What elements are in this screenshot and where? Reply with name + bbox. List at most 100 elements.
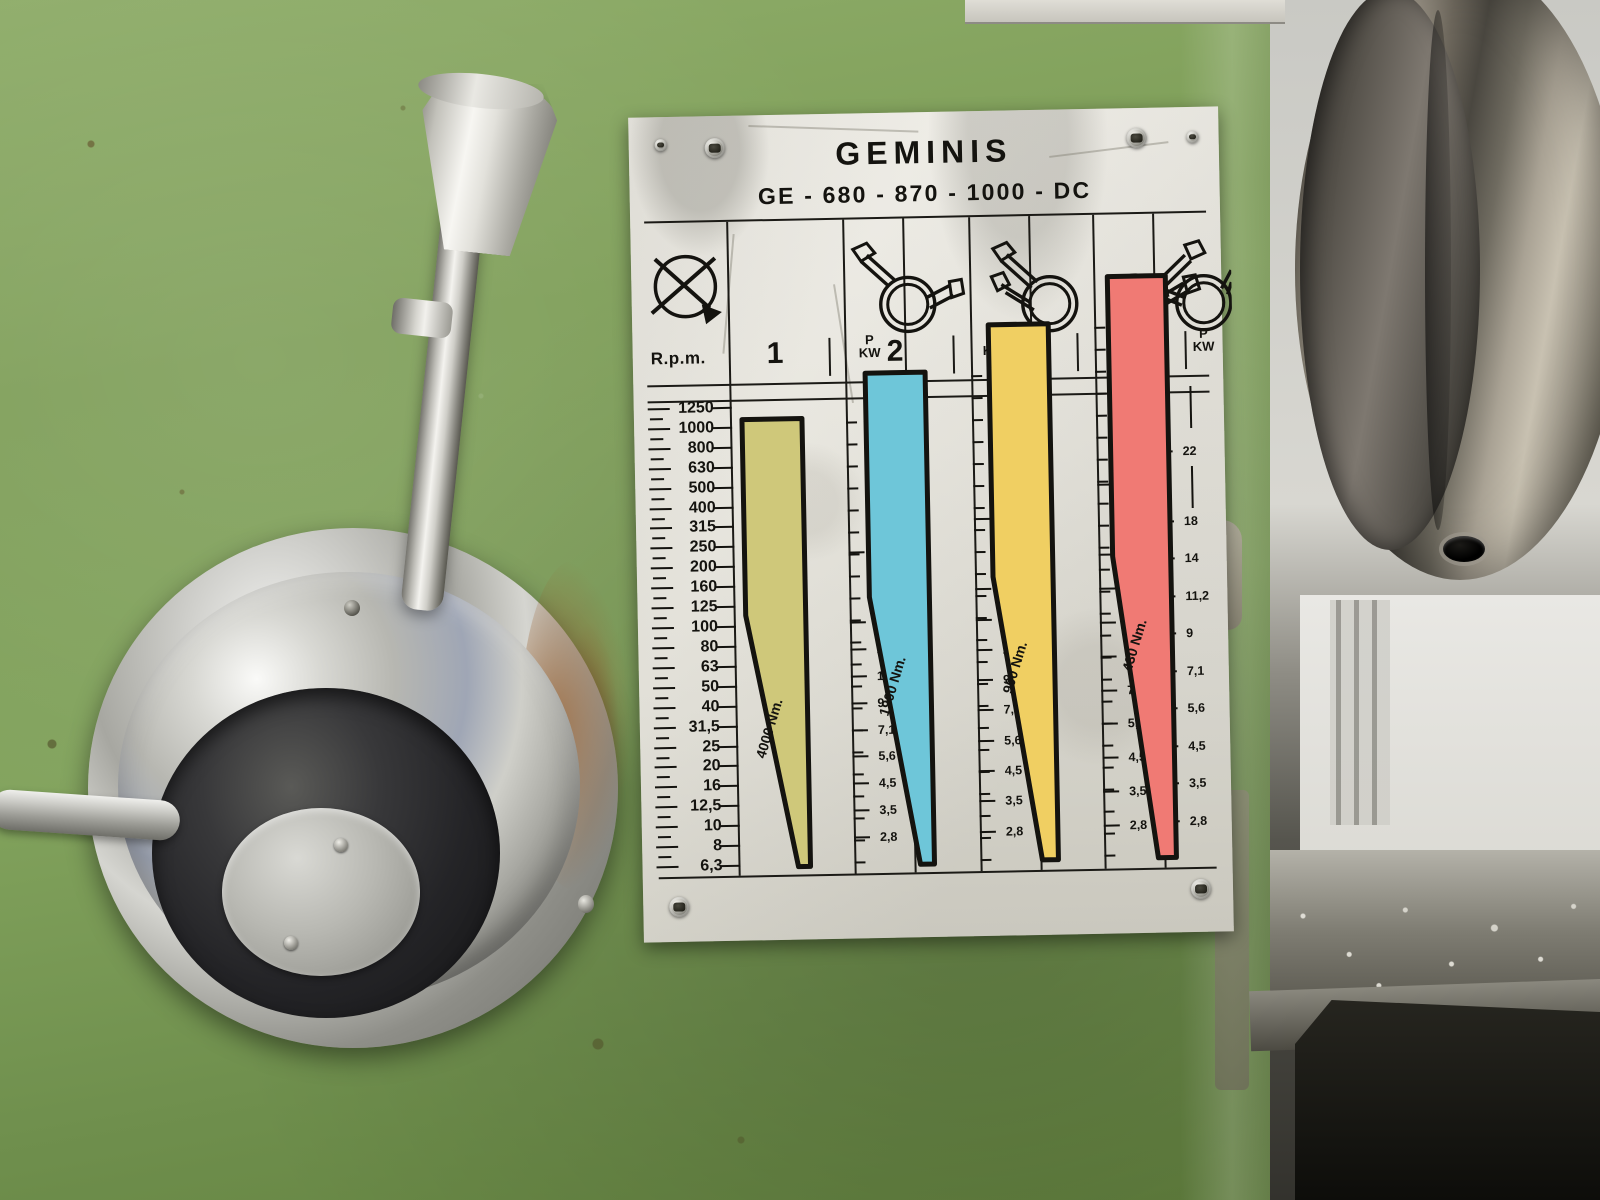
rpm-tick-right [718,745,739,748]
kw-minor-tick [850,641,862,644]
rpm-tick-label: 1250 [677,399,714,417]
rpm-tick-label: 100 [691,618,719,636]
rpm-tick-left [653,686,676,690]
cap-screw-bottom [284,936,298,950]
rpm-tick-right [713,506,734,509]
rpm-tick-right [712,466,733,469]
dial-side-screw [578,895,594,913]
kw-minor-tick [971,418,984,422]
rpm-tick-label: 31,5 [688,717,720,736]
rpm-tick-left [648,447,671,451]
kw-minor-tick [980,858,992,862]
gear-2-bar [861,368,941,873]
rpm-tick-left [654,766,677,769]
rpm-tick-right [717,705,738,708]
kw-minor-tick [853,817,865,820]
rpm-minor-tick [656,736,670,739]
kw-minor-tick [977,704,989,708]
gear-lever-collar [390,296,454,340]
crossed-circle-arrow-icon [650,254,722,325]
kw-minor-tick [977,682,989,686]
dial-center-cap [222,808,420,976]
kw-tick [853,809,870,812]
kw-tick-label: 5,6 [1187,700,1206,716]
rpm-tick-left [656,865,679,869]
plate-screw-bottom-right [1190,878,1212,900]
kw-tick [852,755,869,758]
kw-tick-label: 9 [1186,626,1194,641]
rpm-tick-right [715,586,736,589]
rpm-tick-right [711,406,732,410]
rpm-minor-tick [657,836,671,839]
kw-minor-tick [978,770,990,774]
rpm-tick-left [655,806,678,809]
cap-screw-top [334,838,348,852]
kw-minor-tick [971,396,983,400]
gear-1-pictogram-cell [844,219,971,356]
rpm-minor-tick [652,557,666,560]
kw-minor-tick [852,751,864,754]
rpm-tick-right [717,725,738,728]
rpm-tick-left [650,527,673,530]
rpm-minor-tick [650,437,664,441]
kw-tick [850,675,867,678]
spindle-bolt-hole [1443,536,1485,562]
rpm-tick-left [654,746,677,749]
kw-minor-tick [852,773,864,776]
pkw-divider-3 [1076,333,1080,372]
kw-minor-tick [849,597,861,600]
rpm-tick-left [648,427,671,431]
kw-minor-tick [974,550,986,554]
kw-minor-tick [848,553,860,556]
rpm-minor-tick [650,457,664,461]
kw-minor-tick [971,374,983,378]
kw-tick [851,701,868,705]
plate-screw-bottom-left [669,896,690,918]
rpm-tick-left [655,826,678,829]
kw-label-1: KW [858,344,881,361]
rpm-tick-left [651,627,674,630]
rpm-minor-tick [652,577,667,580]
rpm-tick-left [651,607,674,610]
kw-minor-tick [979,814,991,818]
kw-minor-tick [975,594,987,598]
kw-tick-label: 18 [1183,513,1199,528]
kw-minor-tick [853,795,865,798]
rpm-tick-label: 125 [690,598,718,616]
kw-minor-tick [846,465,858,468]
rpm-tick-label: 6,3 [700,857,723,875]
rpm-tick-right [714,526,735,529]
rpm-tick-left [650,567,673,570]
gear-1-bar [738,414,817,875]
rpm-tick-right [713,486,734,489]
rpm-tick-right [719,824,740,828]
pkw-divider-2 [952,335,956,374]
rpm-minor-tick [651,517,665,520]
kw-minor-tick [974,572,986,576]
rpm-column-header: R.p.m. [650,348,706,369]
gear-3-bar [984,320,1065,871]
rpm-tick-right [715,605,736,609]
plate-title: GEMINIS [834,132,1013,172]
machine-bed [1270,850,1600,1000]
rpm-tick-label: 12,5 [690,797,722,815]
kw-tick-label: 7,1 [1186,663,1205,678]
rpm-minor-tick [656,756,670,759]
kw-minor-tick [848,575,861,578]
kw-tick [850,648,867,651]
kw-minor-tick [973,484,985,488]
rpm-tick-left [651,587,674,590]
rpm-tick-left [648,467,671,471]
rpm-tick-label: 630 [688,458,716,477]
rpm-tick-label: 250 [689,538,717,557]
rpm-tick-label: 1000 [678,419,715,437]
rpm-tick-left [656,846,679,849]
kw-minor-tick [851,685,863,688]
kw-minor-tick [973,506,985,510]
rpm-scale: 1250 1000 800 630 500 400 315 250 200 160 125 100 80… [647,399,741,875]
kw-tick [849,621,866,624]
gear-1-power-header: P KW [858,332,881,361]
rpm-minor-tick [651,477,665,481]
rpm-tick-left [647,407,670,411]
